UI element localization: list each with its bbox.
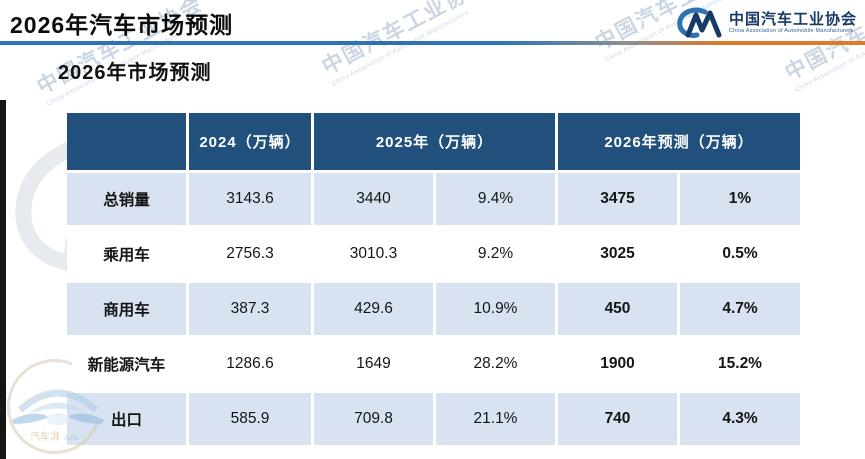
slide-subtitle: 2026年市场预测 <box>58 62 212 84</box>
cell-2026: 3025 <box>558 228 677 280</box>
org-name-en: China Association of Automobile Manufact… <box>728 28 854 35</box>
cell-2026-growth: 4.7% <box>680 283 800 335</box>
forecast-table: 2024（万辆） 2025年（万辆） 2026年预测（万辆） 总销量 3143.… <box>67 113 800 445</box>
cell-2025-growth: 28.2% <box>436 338 555 390</box>
org-logo: 中国汽车工业协会 China Association of Automobile… <box>675 6 857 40</box>
cell-2024: 387.3 <box>189 283 311 335</box>
cell-2025: 429.6 <box>314 283 433 335</box>
page-title: 2026年汽车市场预测 <box>10 12 234 38</box>
org-name: 中国汽车工业协会 <box>728 11 857 29</box>
cell-2025-growth: 21.1% <box>436 393 555 445</box>
cell-2024: 3143.6 <box>189 173 311 225</box>
table-header-2024: 2024（万辆） <box>189 113 311 170</box>
cell-2026: 3475 <box>558 173 677 225</box>
cell-2024: 1286.6 <box>189 338 311 390</box>
cell-2026-growth: 0.5% <box>680 228 800 280</box>
cell-2026: 1900 <box>558 338 677 390</box>
row-label: 总销量 <box>67 173 186 225</box>
cell-2024: 585.9 <box>189 393 311 445</box>
cell-2025-growth: 10.9% <box>436 283 555 335</box>
cell-2025-growth: 9.2% <box>436 228 555 280</box>
row-label: 乘用车 <box>67 228 186 280</box>
cell-2026: 450 <box>558 283 677 335</box>
cell-2025: 3440 <box>314 173 433 225</box>
left-edge-bar <box>0 100 6 459</box>
cell-2026-growth: 4.3% <box>680 393 800 445</box>
table-header-2025: 2025年（万辆） <box>314 113 555 170</box>
table-header-2026: 2026年预测（万辆） <box>558 113 800 170</box>
row-label: 新能源汽车 <box>67 338 186 390</box>
cell-2025: 3010.3 <box>314 228 433 280</box>
row-label: 出口 <box>67 393 186 445</box>
cell-2026-growth: 15.2% <box>680 338 800 390</box>
cell-2025: 1649 <box>314 338 433 390</box>
car-badge-text-zh: 汽车湃 <box>30 430 60 443</box>
cell-2024: 2756.3 <box>189 228 311 280</box>
cell-2026: 740 <box>558 393 677 445</box>
cell-2026-growth: 1% <box>680 173 800 225</box>
row-label: 商用车 <box>67 283 186 335</box>
cell-2025-growth: 9.4% <box>436 173 555 225</box>
cam-logo-icon <box>677 7 722 38</box>
title-divider <box>0 41 865 45</box>
table-header-empty <box>67 113 186 170</box>
cell-2025: 709.8 <box>314 393 433 445</box>
